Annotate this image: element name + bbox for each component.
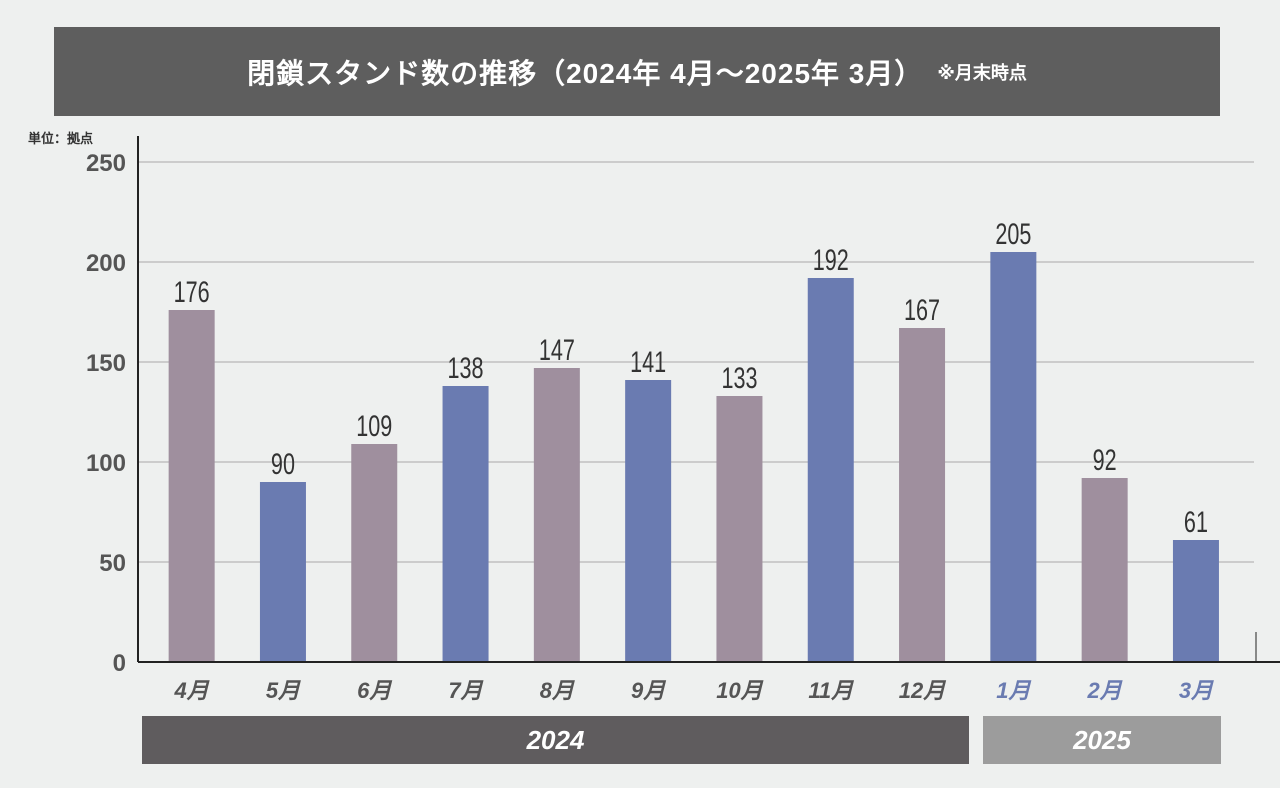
value-label-12: 61	[1184, 504, 1208, 538]
y-tick-label-250: 250	[86, 150, 126, 177]
bar-2	[259, 482, 306, 662]
year-band-2024: 2024	[142, 716, 969, 764]
value-label-8: 192	[813, 242, 849, 276]
bar-8	[807, 278, 854, 662]
x-tick-label-7: 10月	[716, 678, 763, 703]
y-tick-label-0: 0	[113, 650, 126, 677]
bar-5	[533, 368, 580, 662]
x-tick-label-1: 4月	[174, 678, 210, 703]
value-label-10: 205	[995, 216, 1031, 250]
value-label-1: 176	[174, 274, 210, 308]
chart-title-note: ※月末時点	[937, 62, 1027, 83]
value-label-3: 109	[356, 408, 392, 442]
value-label-11: 92	[1093, 442, 1117, 476]
x-tick-label-10: 1月	[996, 678, 1031, 703]
y-tick-label-200: 200	[86, 250, 126, 277]
y-tick-label-150: 150	[86, 350, 126, 377]
y-tick-label-50: 50	[99, 550, 126, 577]
x-tick-label-4: 7月	[448, 678, 483, 703]
x-tick-label-5: 8月	[540, 678, 575, 703]
year-band-2024-label: 2024	[526, 724, 585, 755]
value-label-9: 167	[904, 292, 940, 326]
value-label-6: 141	[630, 344, 666, 378]
x-tick-label-6: 9月	[631, 678, 666, 703]
bar-11	[1081, 478, 1128, 662]
value-label-7: 133	[721, 360, 757, 394]
x-tick-label-12: 3月	[1179, 678, 1214, 703]
unit-label: 単位：拠点	[28, 131, 94, 146]
y-tick-label-100: 100	[86, 450, 126, 477]
bar-9	[899, 328, 946, 662]
bar-7	[716, 396, 763, 662]
chart-title-bar: 閉鎖スタンド数の推移（2024年 4月〜2025年 3月） ※月末時点	[54, 27, 1220, 116]
bar-4	[442, 386, 489, 662]
bar-10	[990, 252, 1037, 662]
bar-1	[168, 310, 215, 662]
bar-3	[351, 444, 398, 662]
x-tick-label-3: 6月	[357, 678, 392, 703]
value-label-2: 90	[271, 446, 295, 480]
value-label-4: 138	[448, 350, 484, 384]
bar-6	[625, 380, 672, 662]
x-tick-label-11: 2月	[1087, 678, 1123, 703]
x-tick-label-9: 12月	[899, 678, 946, 703]
chart-title: 閉鎖スタンド数の推移（2024年 4月〜2025年 3月）	[247, 57, 924, 89]
value-label-5: 147	[539, 332, 575, 366]
bar-12	[1172, 540, 1219, 662]
year-band-2025: 2025	[983, 716, 1221, 764]
year-band-2025-label: 2025	[1073, 724, 1131, 755]
x-tick-label-8: 11月	[808, 678, 854, 703]
x-tick-label-2: 5月	[266, 678, 301, 703]
